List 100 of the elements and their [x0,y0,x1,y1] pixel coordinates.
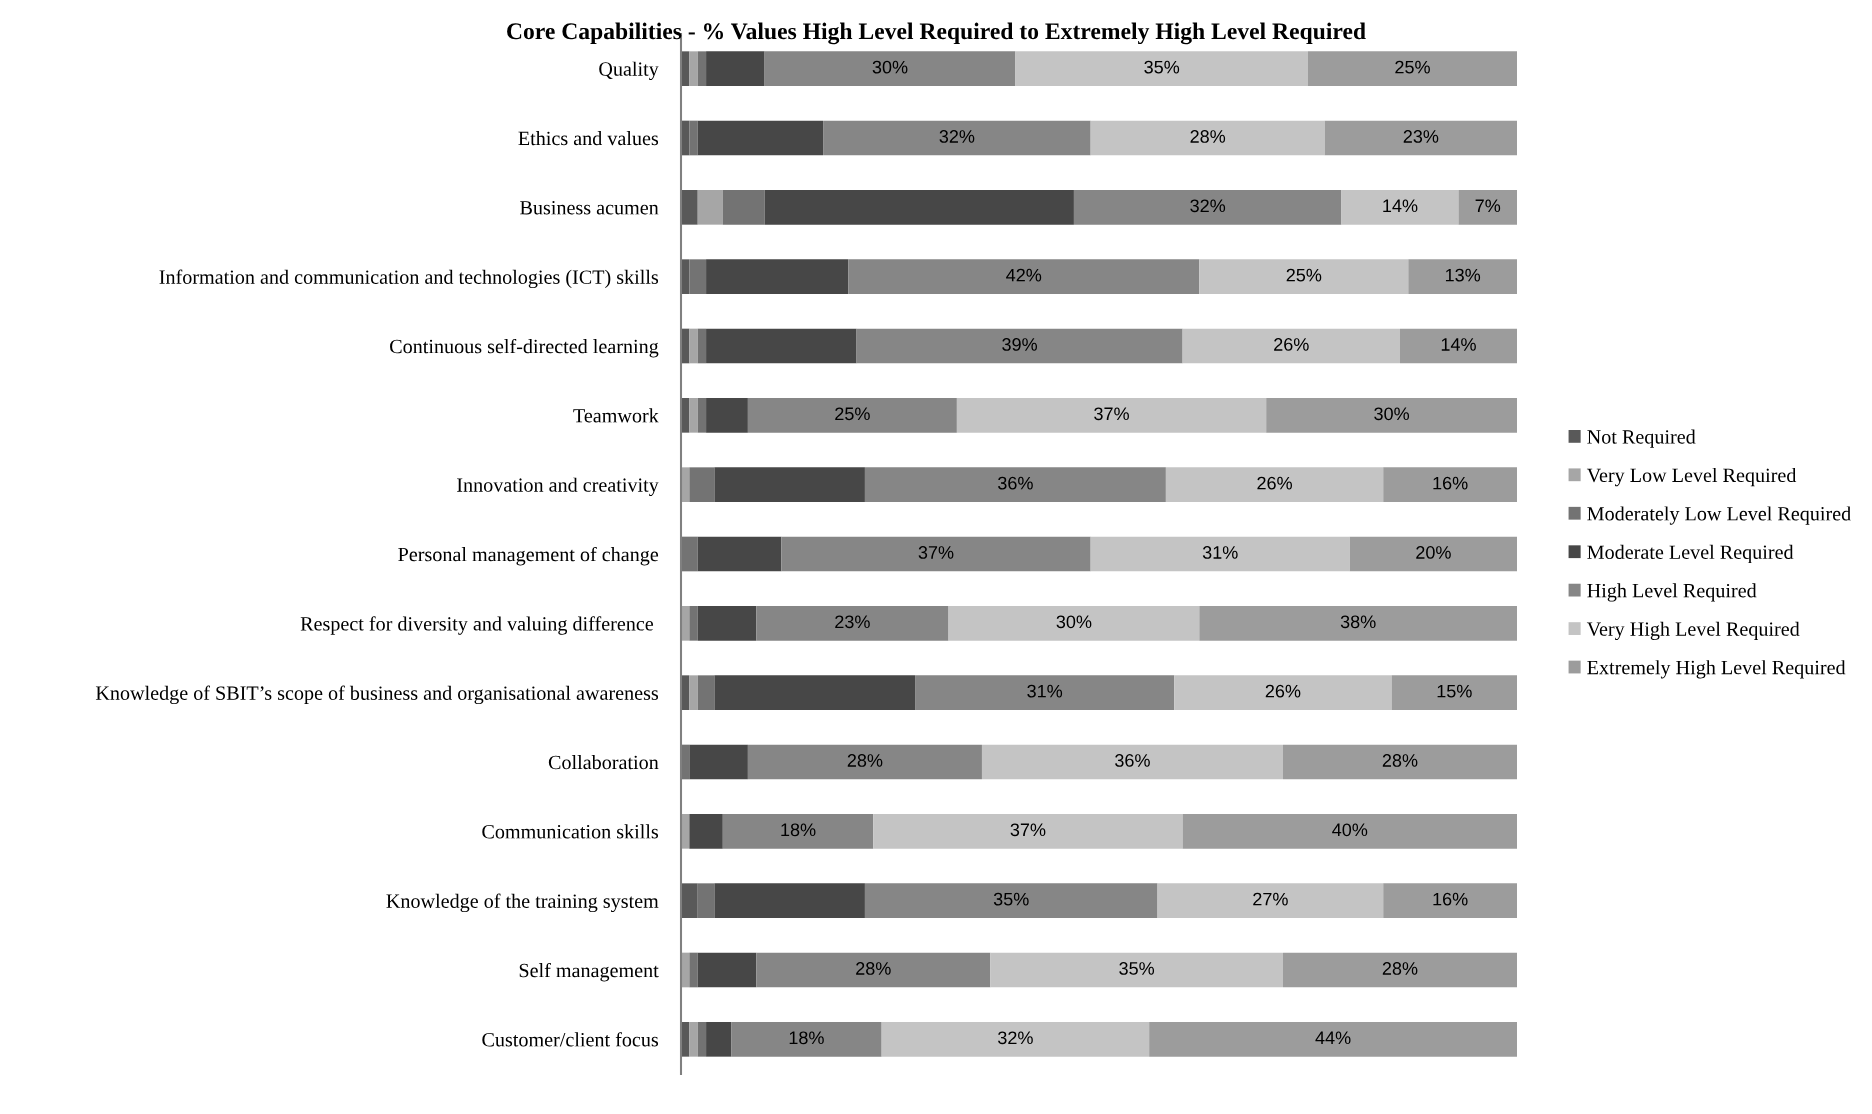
bar [1391,675,1517,710]
legend-label: Moderate Level Required [1587,544,1794,564]
legend-label: Moderately Low Level Required [1587,506,1851,525]
data-label: 14% [1441,338,1476,351]
bar [697,120,824,156]
bar [689,1022,698,1057]
y-tick-label: Innovation and creativity [457,477,659,496]
data-label: 36% [998,476,1033,490]
bar [1458,190,1517,225]
bar [864,467,1166,502]
data-label: 26% [1274,338,1309,351]
bar [697,190,723,225]
bar [714,467,865,502]
data-label: 35% [1144,60,1180,74]
legend-label: High Level Required [1587,583,1757,602]
data-label: 15% [1437,684,1472,698]
bar [1015,51,1308,86]
bar [706,1022,732,1057]
data-label: 36% [1115,754,1150,767]
bar [697,51,707,86]
y-tick-label: Communication skills [482,824,659,839]
bar [689,328,698,364]
data-label: 28% [847,754,883,767]
data-label: 31% [1202,546,1238,559]
bar [823,120,1091,156]
bar [689,744,748,780]
chart-title: Core Capabilities - % Values High Level Required to Extremely High Level Required [507,22,1366,45]
bar [681,536,698,572]
y-tick-label: Continuous self-directed learning [390,338,659,358]
bar [689,467,715,502]
data-label: 32% [1190,199,1226,213]
bar [1073,190,1342,225]
data-label: 38% [1340,615,1376,629]
data-label: 20% [1416,546,1451,559]
data-label: 26% [1257,476,1292,490]
data-label: 37% [918,546,954,559]
bar [1282,744,1517,780]
bar [781,536,1091,572]
bar [706,259,849,294]
bar [689,120,698,156]
bar [1383,883,1517,918]
bar [689,814,723,849]
data-label: 18% [781,823,816,837]
y-tick-label: Collaboration [548,755,659,770]
bar [1199,259,1409,294]
bar [881,1022,1150,1057]
data-label: 16% [1433,892,1468,906]
bar [756,952,991,988]
bar [689,952,698,988]
data-label: 42% [1006,268,1042,282]
data-label: 16% [1433,476,1468,490]
bar [714,883,865,918]
y-tick-label: Teamwork [573,408,659,423]
bar [1383,467,1517,502]
bar [706,51,765,86]
legend-label: Not Required [1587,429,1696,448]
y-tick-label: Knowledge of the training system [386,893,659,913]
bar [697,606,757,641]
bar [697,1022,707,1057]
y-tick-label: Personal management of change [398,546,659,566]
bar [1090,120,1325,156]
data-label: 7% [1475,199,1501,213]
data-label: 28% [1382,962,1418,975]
bar [856,328,1183,364]
data-label: 26% [1265,684,1301,698]
bar [764,190,1074,225]
bar [1282,952,1517,988]
data-label: 37% [1010,823,1046,837]
bar [948,606,1200,641]
data-label: 35% [993,892,1029,906]
legend-label: Extremely High Level Required [1587,660,1846,679]
bar [1324,120,1517,156]
data-label: 40% [1332,823,1368,837]
data-label: 30% [872,60,908,74]
bar [1090,536,1350,572]
bar [714,675,916,710]
data-label: 31% [1027,684,1063,698]
bar [956,398,1267,433]
bar [1349,536,1517,572]
legend-label: Very High Level Required [1586,621,1800,641]
bar [747,744,982,780]
bar [689,606,698,641]
bar [706,328,857,364]
y-tick-label: Quality [599,61,659,80]
y-tick-label: Information and communication and technologies (ICT) skills [159,269,659,289]
data-label: 32% [998,1031,1033,1045]
data-label: 23% [835,615,870,629]
bar [764,51,1016,86]
bar [1157,883,1384,918]
bar [697,952,757,988]
bar [731,1022,882,1057]
data-label: 25% [835,407,870,421]
bar [1182,814,1517,849]
bar [1266,398,1517,433]
bar [864,883,1158,918]
bar [747,398,957,433]
data-label: 27% [1253,892,1288,906]
data-label: 28% [856,962,891,975]
bar [697,536,782,572]
bar [1165,467,1384,502]
